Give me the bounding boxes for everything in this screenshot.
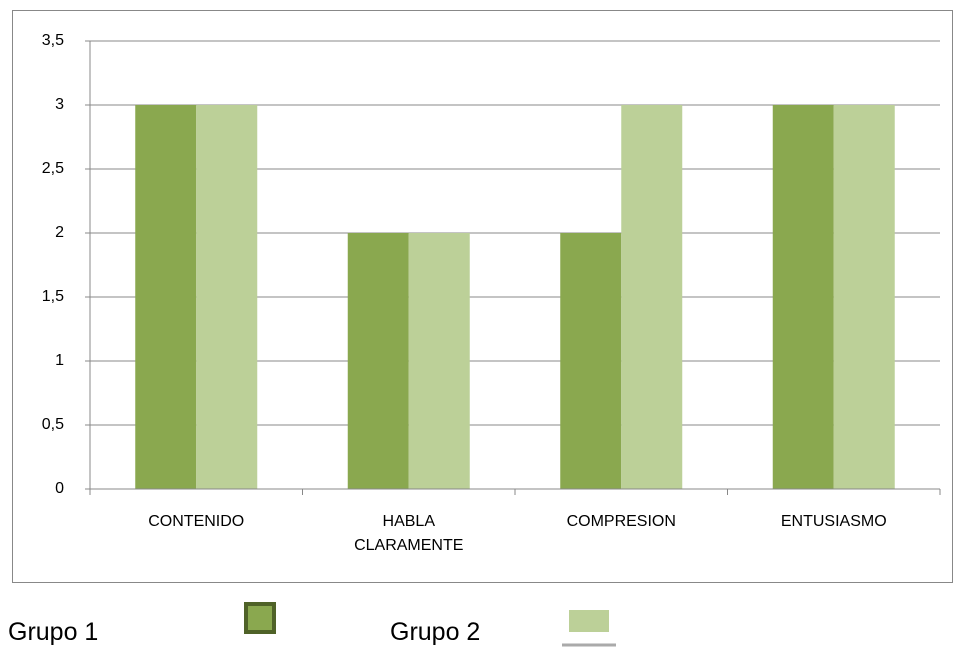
legend-swatch [569,610,609,632]
bar [772,105,834,489]
bar [621,105,683,489]
bar [196,105,258,489]
bar [408,233,470,489]
y-tick-label: 1,5 [42,288,64,305]
legend-label: Grupo 2 [390,618,481,646]
y-tick-label: 3 [55,96,64,113]
y-tick-label: 1 [55,352,64,369]
bar [135,105,197,489]
chart-border [12,10,953,583]
x-tick-label: HABLA CLARAMENTE [354,513,464,554]
x-tick-label: CONTENIDO [148,513,245,530]
y-tick-label: 2,5 [42,160,64,177]
y-tick-label: 3,5 [42,32,64,49]
legend-label: Grupo 1 [8,618,99,646]
bar [833,105,895,489]
bar [347,233,409,489]
y-tick-label: 2 [55,224,64,241]
x-tick-label: ENTUSIASMO [780,513,887,530]
legend-swatch [244,602,276,634]
y-tick-label: 0,5 [42,416,64,433]
x-tick-label: COMPRESION [566,513,676,530]
bar [560,233,622,489]
y-tick-label: 0 [55,480,64,497]
